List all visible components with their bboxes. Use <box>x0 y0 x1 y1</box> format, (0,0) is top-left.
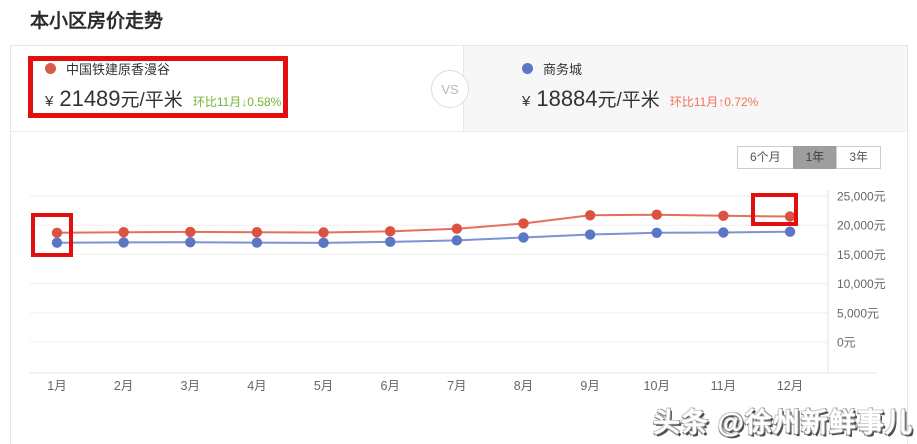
x-axis-month-label: 10月 <box>644 379 670 393</box>
data-point-中国铁建原香漫谷-9月[interactable] <box>584 210 596 221</box>
x-axis-month-label: 5月 <box>314 379 333 393</box>
data-point-中国铁建原香漫谷-12月[interactable] <box>784 211 796 222</box>
series-line-中国铁建原香漫谷 <box>56 213 791 234</box>
annotation-box-last-red-point <box>751 193 798 226</box>
y-axis-tick-label: 25,000元 <box>837 190 886 204</box>
x-axis-month-label: 9月 <box>580 379 599 393</box>
left-currency-symbol: ¥ <box>45 93 54 110</box>
data-point-商务城-3月[interactable] <box>185 237 196 248</box>
data-point-中国铁建原香漫谷-4月[interactable] <box>251 227 263 238</box>
data-point-商务城-7月[interactable] <box>451 235 463 246</box>
page-title: 本小区房价走势 <box>30 11 164 32</box>
x-axis-month-label: 1月 <box>47 379 66 393</box>
blue-series-legend-dot <box>522 63 533 74</box>
data-point-中国铁建原香漫谷-7月[interactable] <box>451 223 463 234</box>
x-axis-month-label: 6月 <box>380 379 399 393</box>
data-point-商务城-12月[interactable] <box>784 226 796 237</box>
data-point-中国铁建原香漫谷-2月[interactable] <box>118 227 129 238</box>
y-axis-tick-label: 20,000元 <box>837 219 886 233</box>
toutiao-watermark: 头条 @徐州新鲜事儿 <box>653 408 913 438</box>
y-axis-tick-label: 10,000元 <box>837 277 886 291</box>
data-point-商务城-11月[interactable] <box>718 227 729 238</box>
left-month-change: 环比11月↓0.58% <box>192 95 282 109</box>
data-point-商务城-4月[interactable] <box>251 237 263 248</box>
data-point-中国铁建原香漫谷-5月[interactable] <box>318 227 329 238</box>
x-axis-month-label: 3月 <box>181 379 200 393</box>
data-point-商务城-2月[interactable] <box>118 237 129 248</box>
x-axis-month-label: 11月 <box>711 379 736 393</box>
range-button-6months[interactable]: 6个月 <box>736 146 794 169</box>
data-point-商务城-1月[interactable] <box>51 237 63 248</box>
annotation-box-left-card <box>28 56 288 118</box>
x-axis-month-label: 2月 <box>114 379 133 393</box>
data-point-中国铁建原香漫谷-6月[interactable] <box>385 226 396 237</box>
right-estate-card[interactable]: 商务城 ¥ 18884 元/平米 环比11月↑0.72% <box>463 46 907 131</box>
y-axis-tick-label: 0元 <box>837 336 856 350</box>
data-point-中国铁建原香漫谷-10月[interactable] <box>651 209 662 220</box>
left-price-unit: 元/平米 <box>120 90 183 111</box>
range-button-3years[interactable]: 3年 <box>836 146 881 169</box>
series-line-商务城 <box>56 230 791 244</box>
left-estate-name: 中国铁建原香漫谷 <box>66 62 171 77</box>
data-point-商务城-5月[interactable] <box>318 237 329 249</box>
left-price-value: 21489 <box>59 86 121 111</box>
annotation-box-first-points <box>31 213 73 257</box>
right-month-change: 环比11月↑0.72% <box>669 95 759 109</box>
data-point-中国铁建原香漫谷-8月[interactable] <box>518 218 529 229</box>
data-point-商务城-10月[interactable] <box>651 227 662 238</box>
time-range-selector: 6个月 1年 3年 <box>736 146 881 169</box>
range-button-1year[interactable]: 1年 <box>792 146 838 169</box>
x-axis-month-label: 7月 <box>447 379 466 393</box>
y-axis-tick-label: 5,000元 <box>837 306 879 320</box>
data-point-商务城-9月[interactable] <box>584 229 596 240</box>
y-axis-tick-label: 15,000元 <box>837 248 886 262</box>
data-point-中国铁建原香漫谷-11月[interactable] <box>718 210 729 221</box>
data-point-中国铁建原香漫谷-1月[interactable] <box>51 227 63 238</box>
data-point-商务城-8月[interactable] <box>518 232 529 243</box>
red-series-legend-dot <box>45 63 56 74</box>
data-point-中国铁建原香漫谷-3月[interactable] <box>185 226 196 238</box>
right-currency-symbol: ¥ <box>522 93 531 110</box>
right-price-unit: 元/平米 <box>597 90 660 111</box>
x-axis-month-label: 8月 <box>514 379 533 393</box>
x-axis-month-label: 4月 <box>247 379 266 393</box>
right-estate-name: 商务城 <box>543 62 583 77</box>
x-axis-month-label: 12月 <box>777 379 803 393</box>
right-price-value: 18884 <box>536 86 598 111</box>
data-point-商务城-6月[interactable] <box>385 236 396 248</box>
vs-badge: VS <box>431 70 469 108</box>
